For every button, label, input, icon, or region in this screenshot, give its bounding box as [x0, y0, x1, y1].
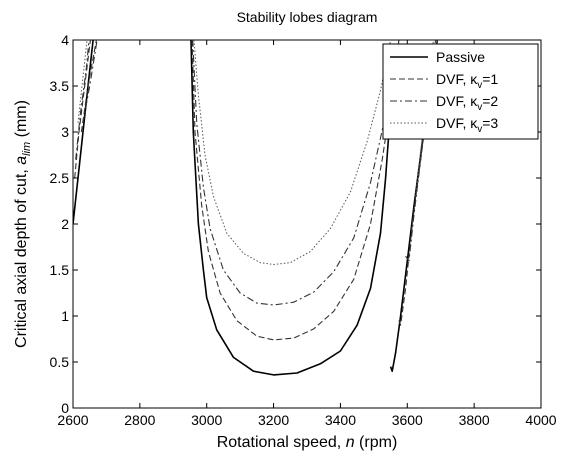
series-line-1	[80, 40, 97, 133]
series-line-2	[192, 40, 400, 306]
y-axis-label-suffix: (mm)	[13, 100, 30, 142]
legend-label: DVF, κv=3	[436, 115, 498, 135]
x-tick-label: 2600	[57, 412, 88, 428]
x-tick-label: 4000	[525, 412, 556, 428]
series-line-2	[75, 40, 90, 160]
x-tick-label: 3000	[191, 412, 222, 428]
y-axis-label-subscript: lim	[21, 142, 33, 156]
series-line-0	[190, 40, 392, 376]
y-tick-label: 2.5	[50, 170, 70, 186]
y-tick-label: 2	[61, 216, 69, 232]
legend-label: DVF, κv=1	[436, 71, 498, 91]
series-line-0	[73, 40, 94, 225]
series-line-1	[191, 40, 400, 341]
series-line-3	[193, 40, 392, 265]
series-line-2	[405, 40, 437, 262]
chart-title: Stability lobes diagram	[237, 9, 378, 25]
y-axis-label: Critical axial depth of cut, alim (mm)	[13, 100, 33, 348]
legend-label: Passive	[436, 49, 485, 65]
series-line-3	[77, 40, 88, 123]
x-tick-label: 3800	[459, 412, 490, 428]
x-tick-label: 3600	[392, 412, 423, 428]
y-tick-label: 1.5	[50, 262, 70, 278]
y-axis-ticks: 0 0.5 1 1.5 2 2.5 3 3.5 4	[50, 32, 541, 416]
x-axis-label-suffix: (rpm)	[355, 434, 398, 451]
y-axis-label-variable: a	[13, 156, 30, 165]
legend-label: DVF, κv=2	[436, 93, 498, 113]
x-tick-label: 2800	[124, 412, 155, 428]
y-tick-label: 3.5	[50, 78, 70, 94]
x-axis-label-prefix: Rotational speed,	[217, 434, 346, 451]
y-tick-label: 1	[61, 308, 69, 324]
y-axis-label-prefix: Critical axial depth of cut,	[13, 165, 30, 348]
y-tick-label: 0	[61, 400, 69, 416]
x-axis-label: Rotational speed, n (rpm)	[217, 434, 398, 451]
y-tick-label: 3	[61, 124, 69, 140]
x-tick-label: 3200	[258, 412, 289, 428]
y-tick-label: 4	[61, 32, 69, 48]
y-tick-label: 0.5	[50, 354, 70, 370]
x-axis-ticks: 2600 2800 3000 3200 3400 3600 3800 4000	[57, 40, 557, 428]
x-tick-label: 3400	[325, 412, 356, 428]
x-axis-label-variable: n	[346, 434, 355, 451]
series-line-1	[74, 40, 91, 179]
